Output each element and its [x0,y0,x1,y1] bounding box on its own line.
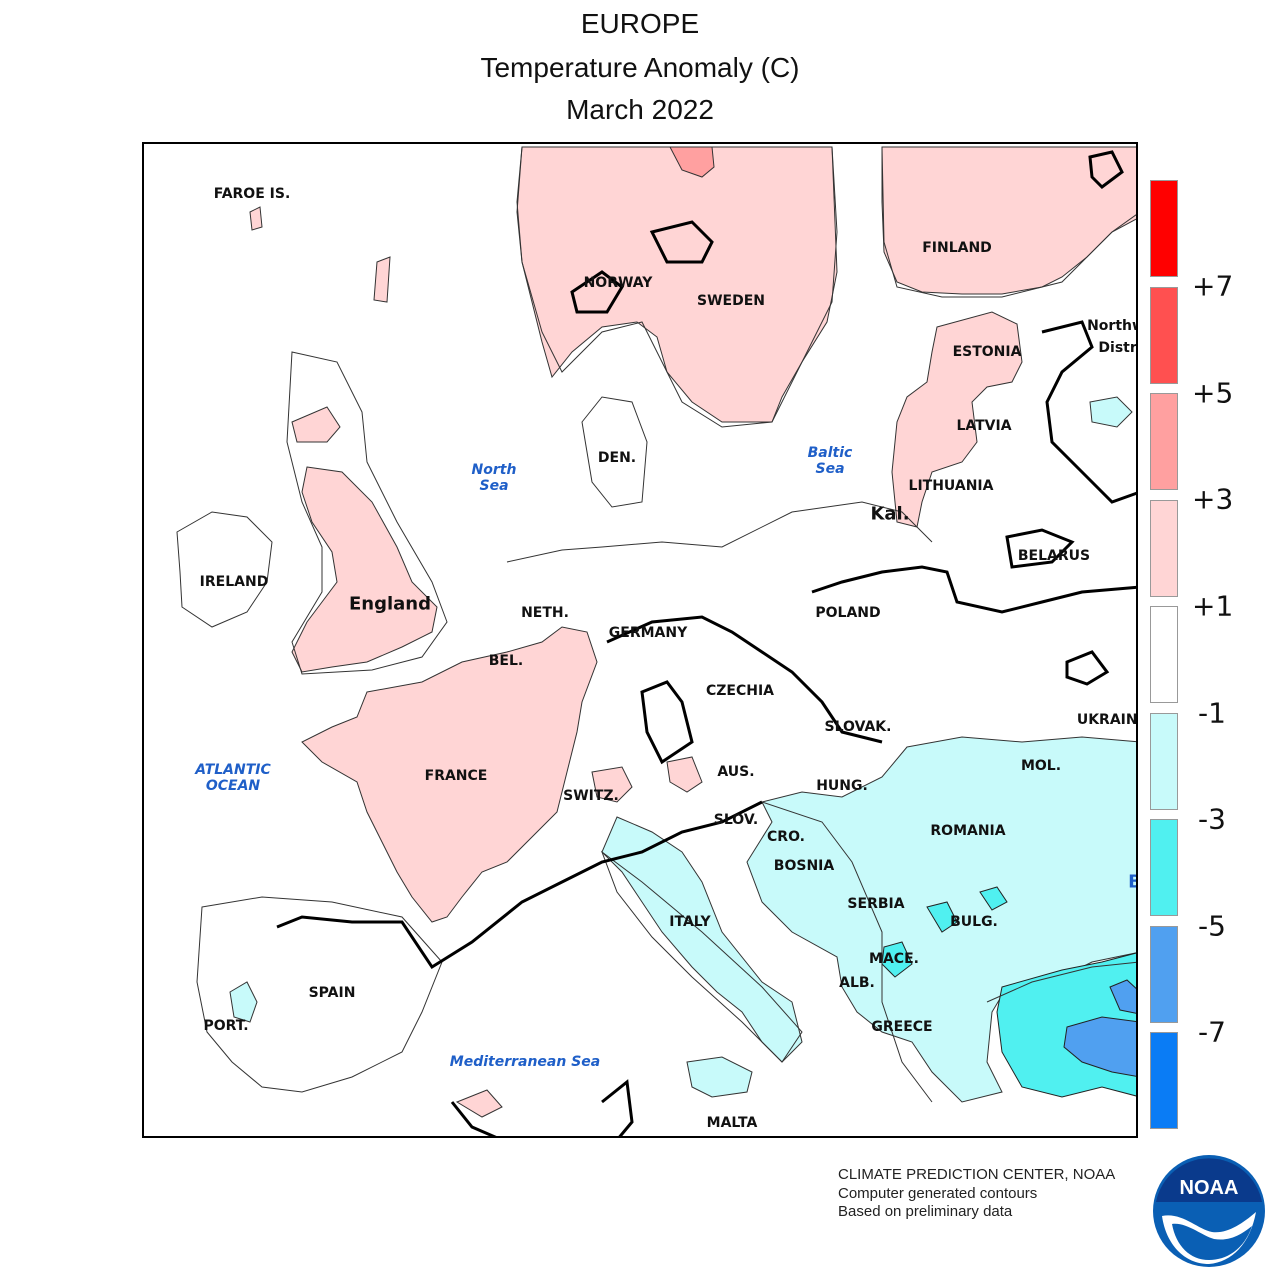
legend-tick-label: +7 [1192,269,1234,303]
label-malta: MALTA [706,1115,758,1131]
map-canvas [176,146,1136,1136]
legend-color-box [1150,1032,1178,1129]
warm-anomaly-scandinavia [516,146,838,423]
label-faroe: FAROE IS. [213,186,291,202]
label-germany: GERMANY [608,625,688,641]
label-croatia: CRO. [767,829,805,845]
legend-color-box [1150,286,1178,384]
legend-tick-label: +5 [1192,376,1234,410]
label-poland: POLAND [815,605,881,621]
label-black-sea-fragment: B [1128,872,1136,893]
label-lithuania: LITHUANIA [908,478,994,494]
map-variable-title: Temperature Anomaly (C) [480,52,800,83]
color-legend [1150,180,1178,1136]
label-baltic-sea: Baltic Sea [807,445,853,477]
credit-line-1: CLIMATE PREDICTION CENTER, NOAA [838,1166,1116,1183]
credit-line-2: Computer generated contours [838,1185,1038,1202]
map-period-title: March 2022 [566,94,714,125]
legend-color-box [1150,925,1178,1023]
legend-tick-label: -3 [1198,802,1226,836]
warm-anomaly-alps [591,766,633,803]
warm-anomaly-austria [666,756,703,793]
cool-spot-russia [1089,396,1133,428]
cool-spot-romania [979,886,1008,911]
label-kaliningrad: Kal. [870,503,910,525]
anomaly-map: FAROE IS. NORWAY SWEDEN FINLAND Northw D… [142,142,1138,1138]
label-italy: ITALY [669,914,711,930]
legend-tick-label: -5 [1198,909,1226,943]
warm-anomaly-baltic-states [891,311,1023,528]
label-greece: GREECE [871,1019,933,1035]
coastlines [176,146,1136,1103]
warm-anomaly-faroe [249,206,263,231]
label-slovenia: SLOV. [713,812,759,828]
label-belgium: BEL. [488,653,524,669]
map-region-title: EUROPE [580,8,700,39]
label-mediterranean-sea: Mediterranean Sea [449,1054,601,1070]
legend-tick-label: -1 [1198,696,1226,730]
label-romania: ROMANIA [930,823,1006,839]
label-belarus: BELARUS [1017,548,1091,564]
label-bulgaria: BULG. [950,914,998,930]
label-slovakia: SLOVAK. [824,719,892,735]
label-czechia: CZECHIA [705,683,775,699]
label-ireland: IRELAND [199,574,269,590]
label-latvia: LATVIA [956,418,1012,434]
warm-anomaly-north-africa [455,1089,503,1118]
label-sweden: SWEDEN [697,293,765,309]
label-spain: SPAIN [308,985,356,1001]
label-portugal: PORT. [203,1018,249,1034]
label-denmark: DEN. [597,450,637,466]
label-austria: AUS. [717,764,755,780]
cool-anomaly-sicily [686,1056,753,1098]
warm-anomaly-finland [881,146,1136,295]
label-northwest-district-1: Northw [1087,318,1136,334]
noaa-logo-text: NOAA [1180,1177,1239,1199]
warm-anomaly-britain [291,466,438,673]
noaa-logo: NOAA [1153,1155,1265,1267]
warm-anomaly-scotland [291,406,341,443]
warm-anomaly-france [301,626,598,923]
zero-contours [276,150,1136,1136]
label-serbia: SERBIA [847,896,905,912]
label-bosnia: BOSNIA [773,858,835,874]
cold-anomaly-turkey-east [1109,979,1136,1014]
cold-anomaly-turkey-core [1063,1016,1136,1077]
label-england: England [348,593,432,615]
label-north-sea: North Sea [471,462,517,494]
label-albania: ALB. [839,975,875,991]
label-ukraine: UKRAINE [1076,712,1138,728]
legend-color-box [1150,499,1178,597]
label-estonia: ESTONIA [952,344,1022,360]
legend-color-box [1150,819,1178,916]
label-moldova: MOL. [1020,758,1062,774]
label-northwest-district-2: Distri [1098,340,1138,356]
label-norway: NORWAY [583,275,653,291]
label-atlantic-ocean: ATLANTIC OCEAN [195,762,271,794]
label-france: FRANCE [424,768,488,784]
legend-tick-label: -7 [1198,1015,1226,1049]
warm-anomaly-norway-north [669,146,715,178]
legend-color-box [1150,712,1178,810]
cool-spot-portugal [229,981,258,1023]
legend-tick-label: +3 [1192,482,1234,516]
label-macedonia: MACE. [869,951,919,967]
label-netherlands: NETH. [521,605,569,621]
legend-tick-label: +1 [1192,589,1234,623]
warm-anomaly-shetland [373,256,391,303]
legend-color-box [1150,606,1178,703]
label-finland: FINLAND [922,240,992,256]
legend-color-box [1150,180,1178,277]
cool-spot-bulgaria [926,901,958,933]
label-switzerland: SWITZ. [563,788,619,804]
label-hungary: HUNG. [816,778,868,794]
credit-line-3: Based on preliminary data [838,1203,1013,1220]
legend-color-box [1150,393,1178,490]
